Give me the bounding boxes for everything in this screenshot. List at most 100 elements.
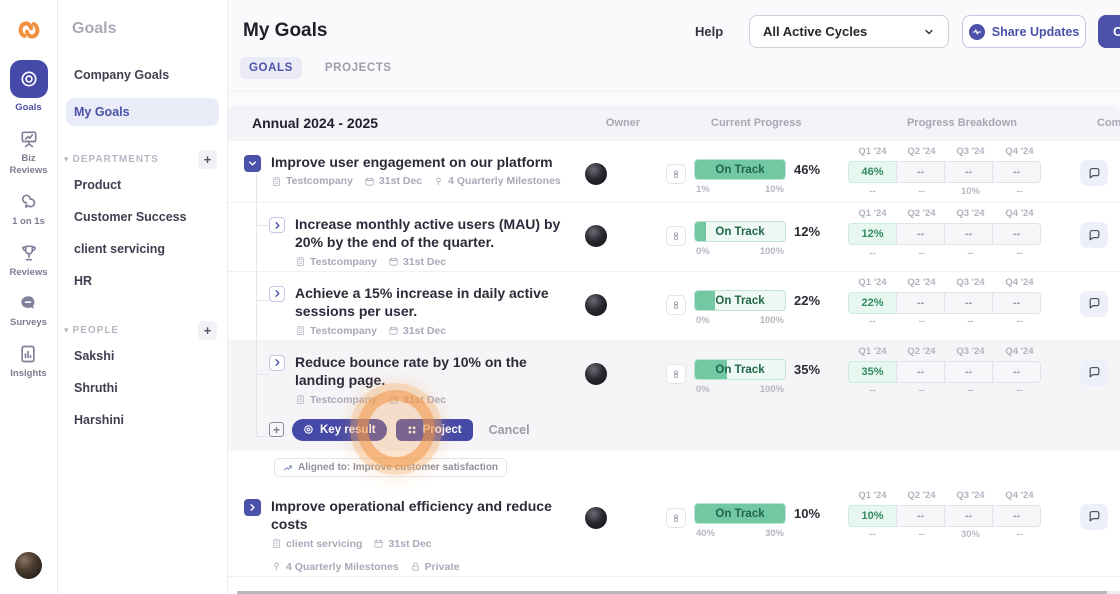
rail-item-goals[interactable]: Goals (9, 60, 48, 114)
goals-sidebar: Goals Company Goals My Goals ▾ DEPARTMEN… (58, 0, 228, 594)
section-label[interactable]: PEOPLE (72, 325, 120, 336)
sidebar-item-hr[interactable]: HR (74, 274, 93, 288)
sidebar-item-company-goals[interactable]: Company Goals (74, 68, 170, 82)
quarter-cell[interactable]: -- (992, 360, 1041, 383)
goal-row[interactable]: Improve user engagement on our platform … (228, 141, 1120, 203)
tab-goals[interactable]: GOALS (240, 57, 302, 79)
quarter-cell[interactable]: -- (944, 360, 993, 383)
caret-down-icon[interactable]: ▾ (64, 154, 69, 164)
comment-button[interactable] (1080, 160, 1108, 186)
share-updates-button[interactable]: Share Updates (962, 15, 1086, 48)
quarter-cell[interactable]: -- (944, 504, 993, 527)
owner-avatar[interactable] (585, 362, 607, 385)
owner-avatar[interactable] (585, 225, 607, 247)
goal-row[interactable]: Achieve a 15% increase in daily active s… (228, 272, 1120, 341)
sidebar-item-client-servicing[interactable]: client servicing (74, 242, 166, 256)
tab-projects[interactable]: PROJECTS (324, 62, 392, 74)
quarter-cell[interactable]: -- (992, 161, 1041, 183)
quarter-cell[interactable]: -- (896, 223, 945, 245)
owner-avatar[interactable] (585, 506, 607, 529)
quarter-cell[interactable]: -- (896, 360, 945, 383)
rail-item-reviews[interactable]: Reviews (9, 243, 48, 279)
quarter-cell[interactable]: -- (992, 291, 1041, 314)
rail-item-insights[interactable]: Insights (10, 344, 47, 380)
section-label[interactable]: DEPARTMENTS (72, 154, 159, 165)
expand-chevron-icon[interactable] (269, 285, 285, 302)
sidebar-item-customer-success[interactable]: Customer Success (74, 210, 187, 224)
quarter-cell[interactable]: -- (896, 504, 945, 527)
goal-title[interactable]: Improve operational efficiency and reduc… (271, 497, 552, 533)
quarter-cell[interactable]: -- (944, 223, 993, 245)
expand-chevron-icon[interactable] (244, 498, 261, 516)
add-key-result-button[interactable]: Key result (292, 418, 387, 441)
expand-chevron-icon[interactable] (269, 217, 285, 233)
comment-button[interactable] (1080, 503, 1108, 530)
quarter-cell[interactable]: -- (896, 291, 945, 314)
quarter-cell[interactable]: 22% (848, 291, 897, 314)
sidebar-item-harshini[interactable]: Harshini (74, 413, 125, 427)
create-goal-button[interactable]: C (1098, 15, 1120, 48)
checkin-toggle-icon[interactable] (666, 507, 686, 528)
goal-title[interactable]: Improve user engagement on our platform (271, 154, 553, 170)
goal-row[interactable]: Increase monthly active users (MAU) by 2… (228, 203, 1120, 272)
quarter-cell[interactable]: 12% (848, 223, 897, 245)
checkin-toggle-icon[interactable] (666, 363, 686, 384)
owner-avatar[interactable] (585, 293, 607, 316)
comment-button[interactable] (1080, 359, 1108, 386)
quarter-cell[interactable]: -- (944, 161, 993, 183)
calendar-icon (374, 539, 384, 548)
collapse-chevron-icon[interactable] (244, 155, 261, 172)
aligned-to-tag[interactable]: Aligned to: Improve customer satisfactio… (274, 458, 508, 478)
sidebar-item-my-goals[interactable]: My Goals (66, 98, 219, 126)
scrollbar-thumb[interactable] (237, 591, 1107, 594)
sidebar-item-sakshi[interactable]: Sakshi (74, 349, 115, 363)
goal-title[interactable]: Achieve a 15% increase in daily active s… (295, 284, 549, 320)
caret-down-icon[interactable]: ▾ (64, 325, 69, 335)
goal-title[interactable]: Reduce bounce rate by 10% on the landing… (295, 353, 527, 389)
rail-item-biz-reviews[interactable]: Biz Reviews (7, 129, 51, 177)
cancel-button[interactable]: Cancel (488, 422, 530, 437)
cycle-filter-dropdown[interactable]: All Active Cycles (749, 15, 949, 48)
comment-button[interactable] (1080, 222, 1108, 248)
help-link[interactable]: Help (695, 24, 724, 39)
comment-icon (1089, 229, 1099, 240)
quarter-cell[interactable]: -- (992, 223, 1041, 245)
goal-group-header[interactable]: Annual 2024 - 2025 Owner Current Progres… (228, 105, 1120, 141)
expand-chevron-icon[interactable] (269, 354, 285, 371)
comment-button[interactable] (1080, 290, 1108, 317)
checkin-toggle-icon[interactable] (666, 226, 686, 246)
status-badge[interactable]: On Track (694, 358, 786, 380)
goal-row[interactable]: Improve operational efficiency and reduc… (228, 485, 1120, 577)
progress-range: 0% 100% (696, 383, 784, 395)
goal-row[interactable]: Reduce bounce rate by 10% on the landing… (228, 341, 1120, 409)
status-badge[interactable]: On Track (694, 159, 786, 180)
status-badge[interactable]: On Track (694, 502, 786, 524)
add-person-button[interactable]: + (198, 321, 217, 340)
quarter-cell[interactable]: -- (944, 291, 993, 314)
user-avatar[interactable] (15, 552, 42, 579)
quarter-cell[interactable]: 35% (848, 360, 897, 383)
goal-title[interactable]: Increase monthly active users (MAU) by 2… (295, 216, 561, 251)
rail-item-1on1s[interactable]: 1 on 1s (12, 192, 45, 228)
quarter-cell[interactable]: -- (992, 504, 1041, 527)
sidebar-item-shruthi[interactable]: Shruthi (74, 381, 118, 395)
owner-avatar[interactable] (585, 163, 607, 185)
progress-breakdown: Q1 '24 Q2 '24 Q3 '24 Q4 '24 22% -- -- -- -- -- -… (848, 277, 1044, 337)
add-icon[interactable]: + (269, 422, 284, 438)
sidebar-item-product[interactable]: Product (74, 178, 122, 192)
scrollbar-track[interactable] (237, 591, 1120, 594)
add-department-button[interactable]: + (198, 150, 217, 169)
quarter-cell[interactable]: 46% (848, 161, 897, 183)
quarter-subvalue: -- (869, 385, 876, 397)
quarter-cell[interactable]: -- (896, 161, 945, 183)
mesh-logo[interactable] (13, 14, 45, 46)
status-badge[interactable]: On Track (694, 221, 786, 242)
checkin-toggle-icon[interactable] (666, 164, 686, 184)
status-badge[interactable]: On Track (694, 289, 786, 311)
project-grid-icon (408, 426, 415, 434)
quarter-cell[interactable]: 10% (848, 504, 897, 527)
goal-milestones: 4 Quarterly Milestones (271, 561, 399, 573)
rail-item-surveys[interactable]: Surveys (10, 293, 47, 329)
add-project-button[interactable]: Project (395, 418, 473, 441)
checkin-toggle-icon[interactable] (666, 294, 686, 315)
